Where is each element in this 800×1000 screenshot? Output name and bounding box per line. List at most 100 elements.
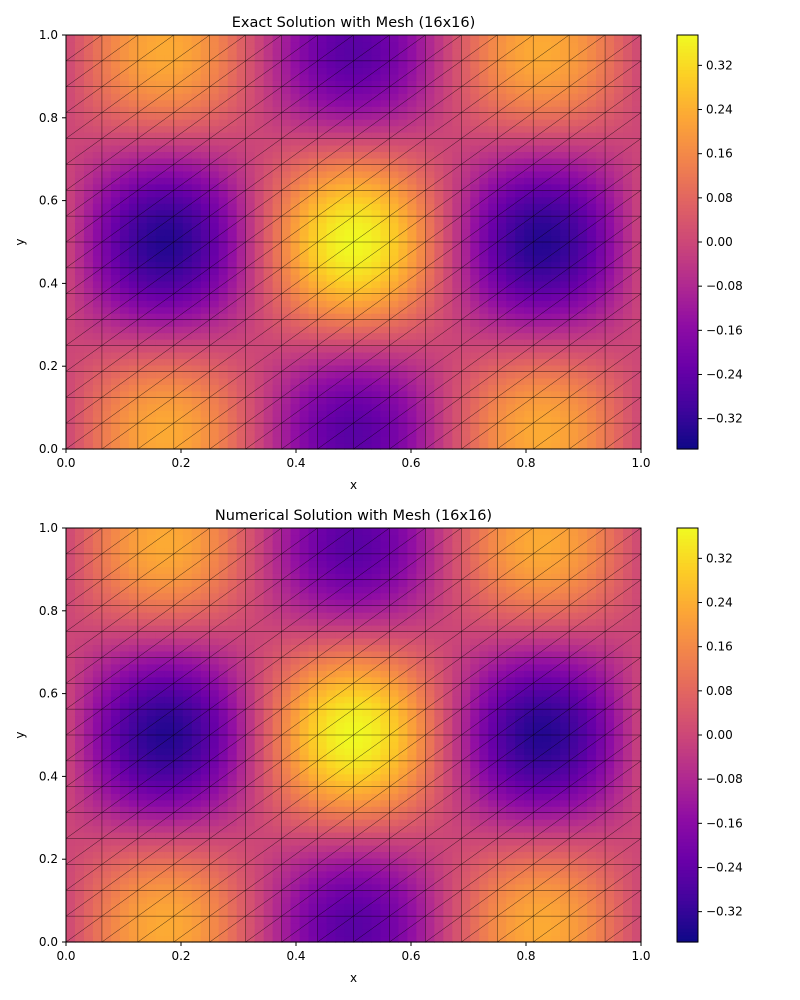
heatmap-cell xyxy=(578,384,588,392)
heatmap-cell xyxy=(452,377,462,385)
heatmap-cell xyxy=(83,709,94,717)
heatmap-cell xyxy=(452,313,462,321)
heatmap-cell xyxy=(155,41,166,49)
heatmap-cell xyxy=(146,119,157,127)
heatmap-cell xyxy=(101,170,112,178)
heatmap-cell xyxy=(443,429,453,437)
heatmap-cell xyxy=(101,54,112,62)
heatmap-cell xyxy=(254,80,265,88)
heatmap-cell xyxy=(371,93,382,101)
heatmap-cell xyxy=(308,60,319,68)
mesh-diagonal xyxy=(65,241,103,269)
heatmap-cell xyxy=(362,73,373,81)
heatmap-cell xyxy=(569,222,579,230)
heatmap-cell xyxy=(218,35,229,43)
heatmap-cell xyxy=(227,442,238,450)
heatmap-cell xyxy=(299,423,310,431)
colorbar-segment xyxy=(677,317,698,322)
mesh-diagonal xyxy=(65,112,103,139)
heatmap-cell xyxy=(560,119,570,127)
heatmap-cell xyxy=(110,722,121,730)
heatmap-cell xyxy=(515,144,525,153)
heatmap-cell xyxy=(209,196,220,204)
heatmap-cell xyxy=(461,300,471,308)
heatmap-cell xyxy=(290,397,301,405)
heatmap-cell xyxy=(155,410,166,418)
heatmap-cell xyxy=(497,138,507,146)
heatmap-cell xyxy=(596,371,606,379)
heatmap-cell xyxy=(299,222,310,230)
heatmap-cell xyxy=(398,261,409,269)
heatmap-cell xyxy=(623,358,633,366)
heatmap-cell xyxy=(191,280,202,288)
heatmap-cell xyxy=(461,106,471,114)
heatmap-cell xyxy=(623,112,633,120)
heatmap-cell xyxy=(551,106,561,114)
heatmap-cell xyxy=(218,397,229,405)
heatmap-cell xyxy=(551,326,561,334)
heatmap-cell xyxy=(254,190,265,198)
colorbar-tick-label: −0.32 xyxy=(706,412,743,426)
heatmap-cell xyxy=(299,274,310,282)
heatmap-cell xyxy=(66,702,76,710)
heatmap-cell xyxy=(524,151,534,159)
colorbar-segment xyxy=(677,262,698,267)
heatmap-cell xyxy=(66,442,76,450)
heatmap-cell xyxy=(299,358,310,366)
heatmap-cell xyxy=(290,112,301,120)
heatmap-cell xyxy=(578,416,588,424)
heatmap-cell xyxy=(407,86,417,94)
heatmap-cell xyxy=(155,436,166,444)
heatmap-cell xyxy=(218,216,229,224)
heatmap-cell xyxy=(470,41,480,49)
heatmap-cell xyxy=(173,164,184,172)
x-axis-label: x xyxy=(350,478,357,492)
heatmap-cell xyxy=(92,86,103,94)
heatmap-cell xyxy=(66,644,76,652)
heatmap-cell xyxy=(497,274,507,282)
heatmap-cell xyxy=(632,164,642,172)
heatmap-cell xyxy=(191,67,202,75)
heatmap-cell xyxy=(614,287,624,295)
heatmap-cell xyxy=(245,261,256,269)
heatmap-cell xyxy=(335,306,346,314)
heatmap-cell xyxy=(290,351,301,360)
heatmap-cell xyxy=(362,41,373,49)
heatmap-cell xyxy=(83,663,94,671)
heatmap-cell xyxy=(155,429,166,437)
heatmap-cell xyxy=(542,254,552,263)
colorbar-segment xyxy=(677,45,698,50)
heatmap-cell xyxy=(182,144,193,153)
heatmap-cell xyxy=(587,326,597,334)
heatmap-cell xyxy=(92,599,103,607)
heatmap-cell xyxy=(596,164,606,172)
heatmap-cell xyxy=(596,119,606,127)
heatmap-cell xyxy=(110,377,121,385)
heatmap-cell xyxy=(461,332,471,340)
heatmap-cell xyxy=(128,54,139,62)
heatmap-cell xyxy=(560,332,570,340)
heatmap-cell xyxy=(66,767,76,775)
mesh-diagonal xyxy=(137,371,174,398)
heatmap-cell xyxy=(596,319,606,327)
heatmap-cell xyxy=(155,170,166,178)
heatmap-cell xyxy=(290,371,301,379)
heatmap-cell xyxy=(83,722,94,730)
heatmap-cell xyxy=(407,326,417,334)
heatmap-cell xyxy=(632,267,642,275)
heatmap-cell xyxy=(182,358,193,366)
heatmap-cell xyxy=(101,300,112,308)
heatmap-cell xyxy=(515,293,525,301)
heatmap-cell xyxy=(227,332,238,340)
heatmap-cell xyxy=(497,287,507,295)
heatmap-cell xyxy=(479,196,489,204)
heatmap-cell xyxy=(425,60,435,68)
heatmap-cell xyxy=(155,183,166,191)
heatmap-cell xyxy=(506,73,516,81)
heatmap-cell xyxy=(146,358,157,366)
heatmap-cell xyxy=(254,280,265,288)
heatmap-cell xyxy=(74,267,85,275)
mesh-diagonal xyxy=(65,345,103,372)
heatmap-cell xyxy=(623,339,633,347)
heatmap-cell xyxy=(83,67,94,75)
